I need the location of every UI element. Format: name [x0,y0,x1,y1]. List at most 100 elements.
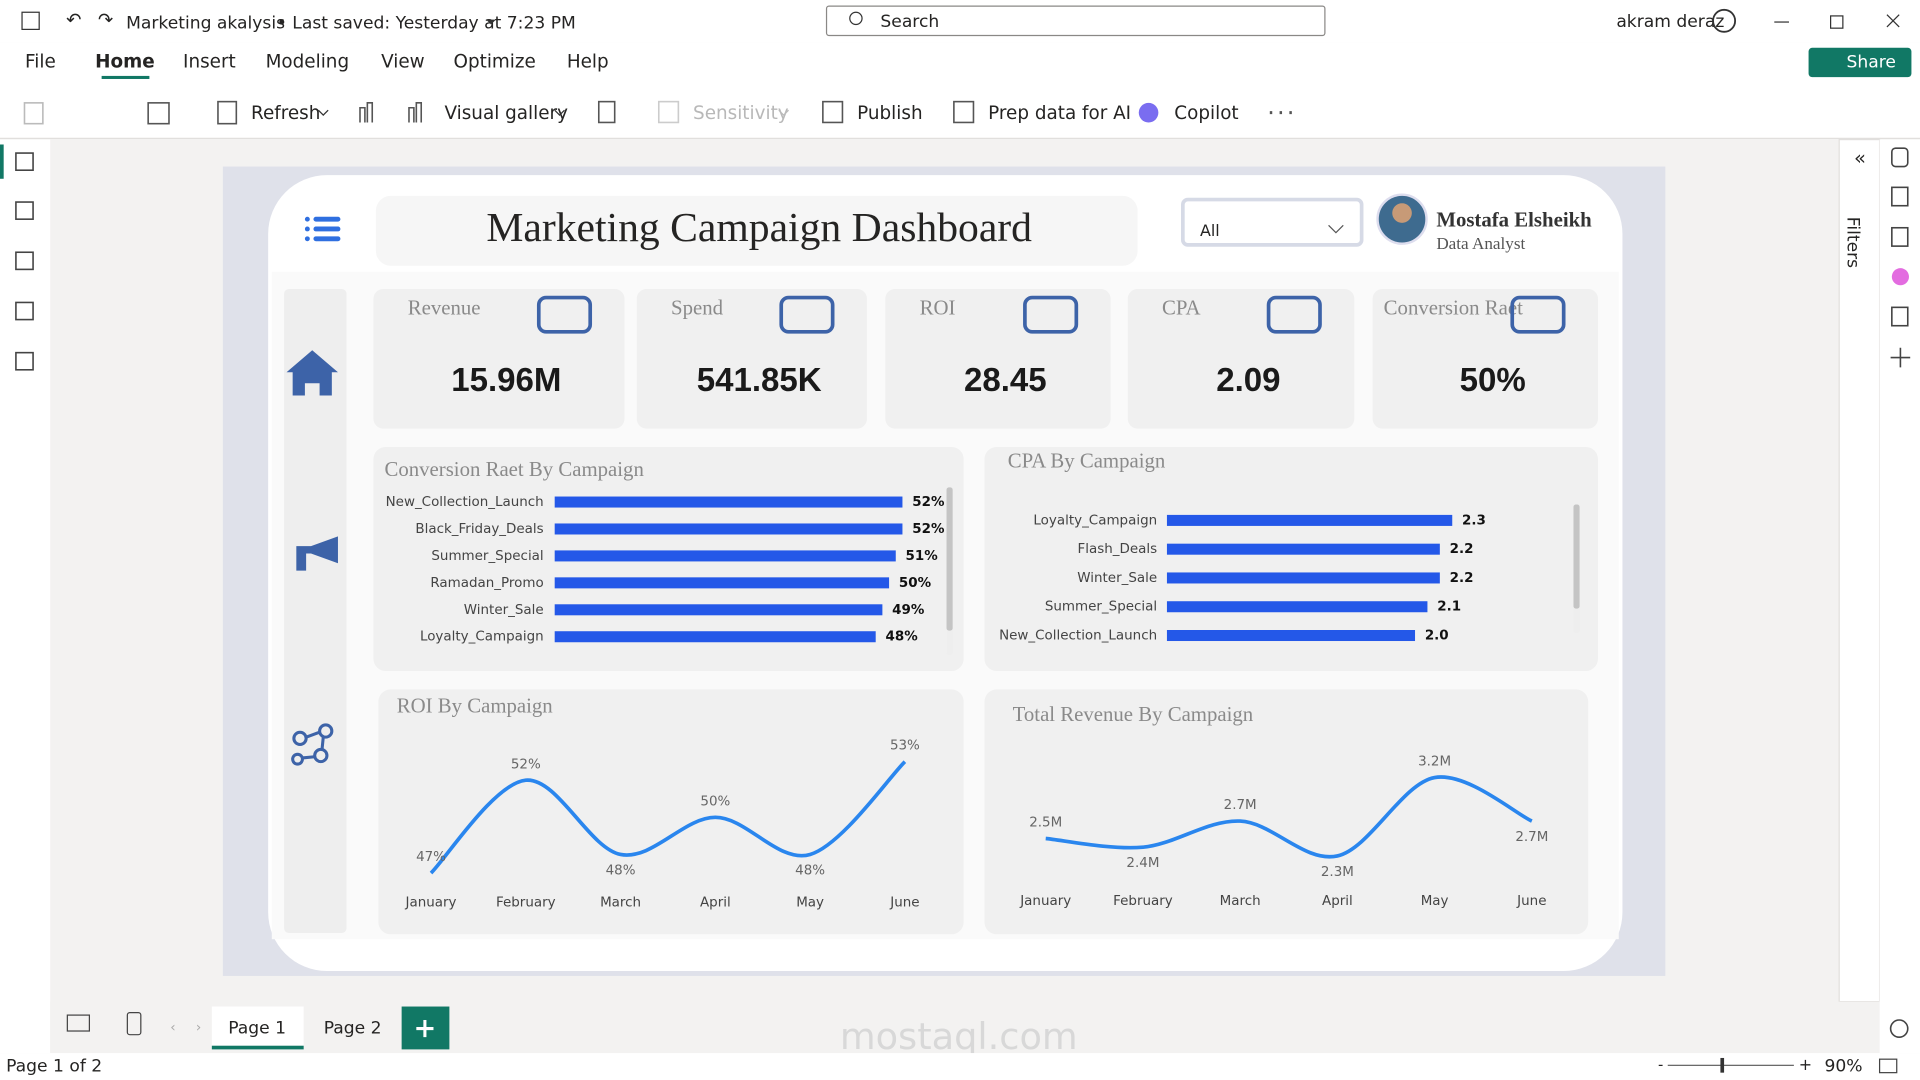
get-data-icon[interactable] [147,102,170,125]
data-label: 47% [416,850,446,865]
ribbon-button[interactable]: Publish [857,103,922,124]
refresh-icon[interactable] [217,100,238,125]
slicer[interactable] [1181,197,1364,247]
data-label: 50% [700,794,730,809]
paste-icon[interactable] [23,102,44,125]
add-page-icon[interactable] [416,1020,434,1038]
user-avatar[interactable] [1712,8,1737,33]
category-label: Black_Friday_Deals [415,522,543,537]
ribbon-caret [778,109,790,116]
search-box[interactable] [825,5,1326,37]
rail-icon[interactable] [1891,306,1909,327]
save-icon[interactable] [21,11,40,30]
redo-icon[interactable]: ↷ [98,10,113,31]
x-tick-label: May [796,895,824,910]
table-view-icon[interactable] [15,201,34,220]
value-label: 2.2 [1450,542,1474,557]
rail-icons [1889,147,1911,1038]
menu-tab[interactable]: Modeling [266,51,350,72]
x-tick-label: April [1322,894,1353,909]
chart-title: Conversion Raet By Campaign [384,457,644,481]
tmdl-view-icon[interactable] [15,351,34,371]
home-nav-icon[interactable] [286,350,338,396]
rail-icon[interactable] [1891,186,1909,207]
zoom-thumb[interactable] [1720,1057,1725,1073]
rail-icon[interactable] [1891,147,1909,168]
zoom-out[interactable]: - [1658,1056,1663,1073]
ribbon-button[interactable]: Prep data for AI [988,103,1131,124]
settings-icon[interactable] [1889,1019,1909,1038]
page-tab[interactable]: Page 2 [324,1019,382,1039]
dax-view-icon[interactable] [15,301,34,321]
watermark: mostaql.com [840,1015,1078,1058]
fit-page-icon[interactable] [1878,1058,1898,1074]
ribbon-button[interactable]: Sensitivity [693,103,789,124]
slicer-caret[interactable] [1328,224,1344,234]
menu-icon[interactable] [304,216,341,242]
category-label: New_Collection_Launch [999,629,1157,644]
kpi-label: ROI [920,296,956,320]
calculator-icon[interactable] [597,100,616,124]
active-tab-underline [101,75,150,79]
slicer-value[interactable]: All [1200,221,1220,240]
prev-page[interactable]: ‹ [170,1020,175,1035]
page-tab[interactable]: Page 1 [228,1019,286,1039]
chart-title: Total Revenue By Campaign [1013,702,1254,726]
data-label: 3.2M [1418,755,1451,770]
scrollbar[interactable] [946,487,953,631]
menu-tab[interactable]: Home [95,51,155,72]
rail-icon[interactable] [1891,226,1909,247]
campaign-nav-icon[interactable] [296,536,338,571]
next-page[interactable]: › [196,1020,201,1035]
copilot-pane-icon[interactable] [1891,268,1909,286]
add-pane-icon[interactable] [1890,347,1911,368]
chart-card [984,446,1598,672]
menu-tab[interactable]: File [25,51,56,72]
close[interactable] [1886,14,1900,28]
x-tick-label: February [496,895,556,910]
file-menu-caret[interactable] [486,19,496,25]
maximize[interactable] [1830,15,1844,29]
desktop-layout-icon[interactable] [66,1014,90,1032]
collapse-filters[interactable]: « [1854,147,1866,170]
profile-face [1392,203,1412,223]
menu-tab[interactable]: Optimize [454,51,536,72]
prep-data-icon[interactable] [953,100,975,124]
sensitivity-icon[interactable] [657,100,680,124]
menu-tab[interactable]: View [381,51,425,72]
left-nav [0,139,51,1054]
new-visual-icon[interactable] [359,102,374,123]
page-count: Page 1 of 2 [6,1057,102,1077]
kpi-card [373,288,625,429]
x-tick-label: March [600,895,641,910]
ribbon-button[interactable]: Visual gallery [444,103,568,124]
value-label: 48% [885,630,918,645]
ribbon-button[interactable]: Copilot [1174,103,1238,124]
undo-icon[interactable]: ↶ [66,10,81,31]
value-label: 52% [912,522,945,537]
kpi-card [1127,288,1355,429]
ribbon-button[interactable]: Refresh [251,103,320,124]
kpi-label: Revenue [408,296,481,320]
model-view-icon[interactable] [15,251,34,271]
menu-tab[interactable]: Insert [183,51,236,72]
page-tab-active[interactable] [211,1006,304,1050]
bar [554,604,883,616]
publish-icon[interactable] [822,100,844,124]
mobile-layout-icon[interactable] [126,1012,142,1036]
filters-label[interactable]: Filters [1843,217,1863,268]
network-nav-icon[interactable] [291,723,334,766]
scrollbar[interactable] [1573,504,1580,609]
visual-gallery-icon[interactable] [408,102,423,123]
menu-tab[interactable]: Help [567,51,609,72]
zoom-in[interactable]: + [1799,1055,1812,1074]
filters-pane[interactable] [1838,138,1881,1003]
kpi-card [636,288,867,429]
report-view-icon[interactable] [15,152,34,171]
share-label[interactable]: Share [1847,52,1896,72]
copilot-icon[interactable] [1138,102,1159,123]
data-label: 53% [890,739,920,754]
share-button[interactable] [1808,47,1912,78]
line [429,760,907,875]
